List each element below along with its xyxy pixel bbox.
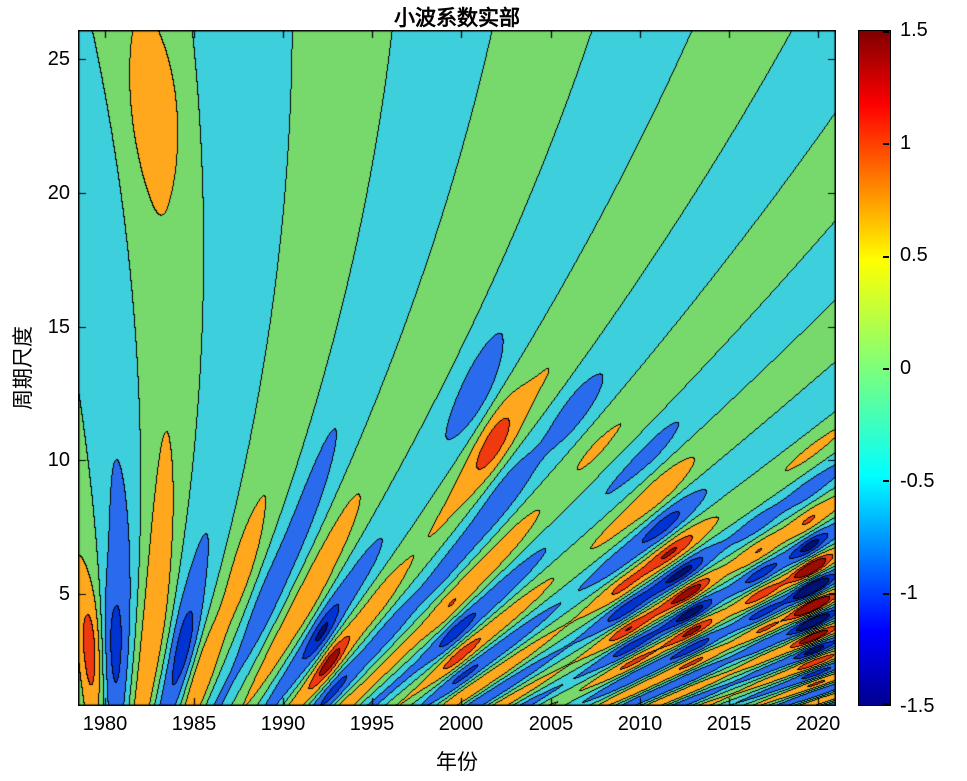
x-tick-label: 2020	[795, 713, 841, 735]
y-tick-label: 20	[47, 182, 70, 204]
x-tick-label: 1990	[260, 713, 306, 735]
chart-title: 小波系数实部	[394, 7, 520, 30]
colorbar-tick-label: 1.5	[900, 19, 928, 41]
x-tick-label: 1980	[82, 713, 128, 735]
x-tick-label: 2000	[438, 713, 484, 735]
colorbar-tick-label: -0.5	[900, 470, 935, 492]
colorbar-tick-mark	[883, 368, 889, 370]
x-tick-label: 1995	[349, 713, 395, 735]
colorbar-tick-mark	[883, 592, 889, 595]
y-tick-label: 25	[47, 48, 70, 70]
x-tick-label: 2015	[706, 713, 752, 735]
colorbar-tick-label: 0	[900, 357, 912, 379]
contour-plot-canvas	[78, 30, 836, 706]
colorbar-tick-label: 0.5	[900, 244, 928, 266]
colorbar-tick-mark	[883, 480, 889, 483]
colorbar-tick-mark	[883, 143, 889, 146]
x-tick-label: 1985	[171, 713, 217, 735]
x-tick-label: 2010	[617, 713, 663, 735]
colorbar-tick-mark	[883, 255, 889, 258]
y-tick-label: 15	[47, 316, 70, 338]
colorbar-tick-mark	[883, 703, 889, 705]
colorbar-tick-label: -1.5	[900, 695, 935, 717]
colorbar-tick-mark	[883, 31, 889, 33]
x-axis-label: 年份	[436, 751, 478, 774]
y-tick-label: 5	[58, 583, 70, 605]
x-tick-label: 2005	[528, 713, 574, 735]
colorbar	[858, 30, 891, 706]
colorbar-tick-label: 1	[900, 132, 912, 154]
y-tick-label: 10	[47, 449, 70, 471]
colorbar-tick-label: -1	[900, 582, 918, 604]
